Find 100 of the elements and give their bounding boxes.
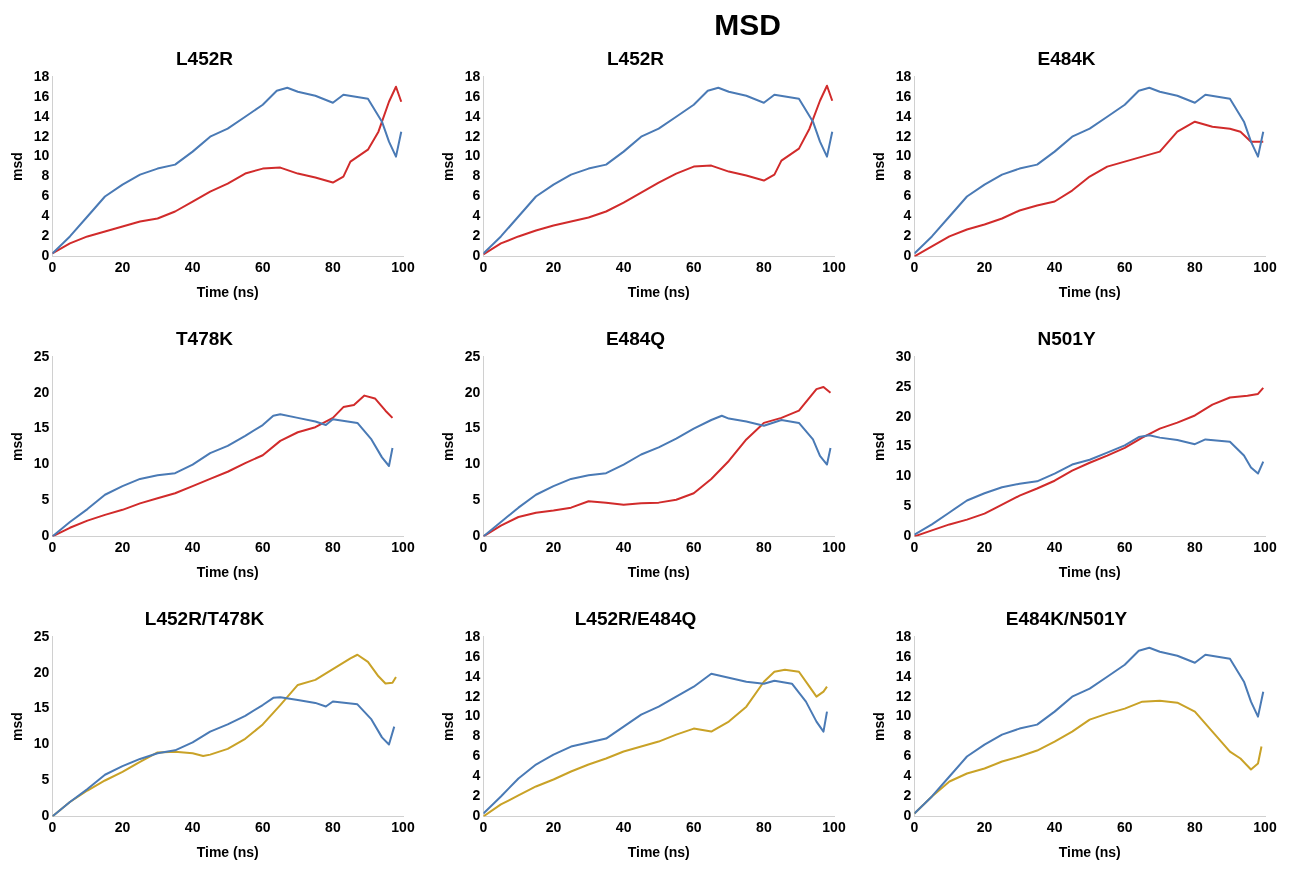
chart-title: L452R/T478K [144,607,265,629]
x-tick-label: 20 [545,818,562,835]
x-tick-label: 100 [1253,538,1277,555]
y-tick-label: 10 [33,735,50,752]
x-tick-label: 40 [184,538,201,555]
x-axis-title: Time (ns) [627,564,690,581]
y-tick-label: 12 [464,127,481,144]
y-tick-label: 12 [895,127,912,144]
y-tick-label: 8 [41,167,50,184]
y-axis-title: msd [440,152,457,181]
y-tick-label: 5 [472,491,481,508]
x-tick-label: 60 [685,818,702,835]
y-tick-label: 18 [464,627,481,644]
y-tick-label: 2 [903,227,912,244]
y-axis-title: msd [440,712,457,741]
y-tick-label: 8 [903,167,912,184]
y-tick-label: 6 [472,747,481,764]
y-tick-label: 16 [33,87,50,104]
y-tick-label: 14 [895,107,912,124]
x-tick-label: 40 [184,258,201,275]
x-tick-label: 20 [976,538,993,555]
x-tick-label: 80 [756,538,772,555]
x-tick-label: 100 [391,818,415,835]
x-tick-label: 40 [1046,538,1063,555]
y-tick-label: 12 [464,687,481,704]
x-axis-title: Time (ns) [627,284,690,301]
y-tick-label: 0 [41,807,50,824]
y-axis-title: msd [871,712,888,741]
y-tick-label: 12 [895,687,912,704]
x-tick-label: 20 [545,258,562,275]
text: MSD [713,8,782,42]
y-tick-label: 10 [33,455,50,472]
y-tick-label: 15 [33,419,50,436]
x-axis-title: Time (ns) [1058,284,1121,301]
y-tick-label: 14 [895,667,912,684]
y-tick-label: 30 [895,347,912,364]
y-tick-label: 20 [895,407,912,424]
x-axis-title: Time (ns) [196,284,259,301]
y-tick-label: 25 [33,627,50,644]
x-tick-label: 80 [325,818,341,835]
x-tick-label: 60 [254,538,271,555]
x-tick-label: 20 [114,538,131,555]
y-tick-label: 5 [903,497,912,514]
y-tick-label: 16 [895,87,912,104]
y-tick-label: 0 [903,247,912,264]
y-tick-label: 4 [472,207,481,224]
y-tick-label: 18 [464,67,481,84]
y-tick-label: 0 [472,527,481,544]
y-tick-label: 6 [472,187,481,204]
y-tick-label: 4 [903,767,912,784]
y-axis-title: msd [440,432,457,461]
y-tick-label: 2 [472,227,481,244]
x-tick-label: 20 [976,818,993,835]
x-axis-title: Time (ns) [1058,844,1121,861]
y-axis-title: msd [9,712,26,741]
x-tick-label: 60 [1116,258,1133,275]
y-tick-label: 0 [903,807,912,824]
y-tick-label: 6 [903,187,912,204]
x-tick-label: 40 [615,818,632,835]
x-tick-label: 60 [685,538,702,555]
x-tick-label: 100 [822,538,846,555]
y-tick-label: 15 [464,419,481,436]
x-tick-label: 60 [254,818,271,835]
x-tick-label: 80 [325,538,341,555]
x-tick-label: 100 [391,538,415,555]
y-tick-label: 2 [472,787,481,804]
y-axis-title: msd [9,152,26,181]
x-tick-label: 80 [756,258,772,275]
y-tick-label: 10 [895,467,912,484]
y-tick-label: 12 [33,127,50,144]
y-tick-label: 16 [464,87,481,104]
x-tick-label: 40 [615,538,632,555]
y-tick-label: 6 [41,187,50,204]
y-tick-label: 8 [472,167,481,184]
x-tick-label: 80 [1187,818,1203,835]
y-tick-label: 20 [33,663,50,680]
x-tick-label: 60 [685,258,702,275]
y-tick-label: 4 [903,207,912,224]
y-axis-title: msd [871,152,888,181]
x-tick-label: 20 [545,538,562,555]
y-tick-label: 18 [895,627,912,644]
y-tick-label: 4 [41,207,50,224]
x-tick-label: 100 [1253,258,1277,275]
y-tick-label: 0 [472,247,481,264]
chart-title: L452R [606,47,665,69]
y-tick-label: 6 [903,747,912,764]
chart-title: N501Y [1037,327,1096,349]
y-tick-label: 0 [472,807,481,824]
x-axis-title: Time (ns) [196,844,259,861]
y-tick-label: 2 [903,787,912,804]
x-tick-label: 60 [1116,538,1133,555]
x-tick-label: 20 [114,818,131,835]
y-tick-label: 5 [41,491,50,508]
x-tick-label: 40 [1046,258,1063,275]
x-tick-label: 80 [1187,258,1203,275]
y-tick-label: 25 [33,347,50,364]
x-tick-label: 60 [254,258,271,275]
x-axis-title: Time (ns) [196,564,259,581]
x-tick-label: 40 [184,818,201,835]
y-tick-label: 0 [41,527,50,544]
